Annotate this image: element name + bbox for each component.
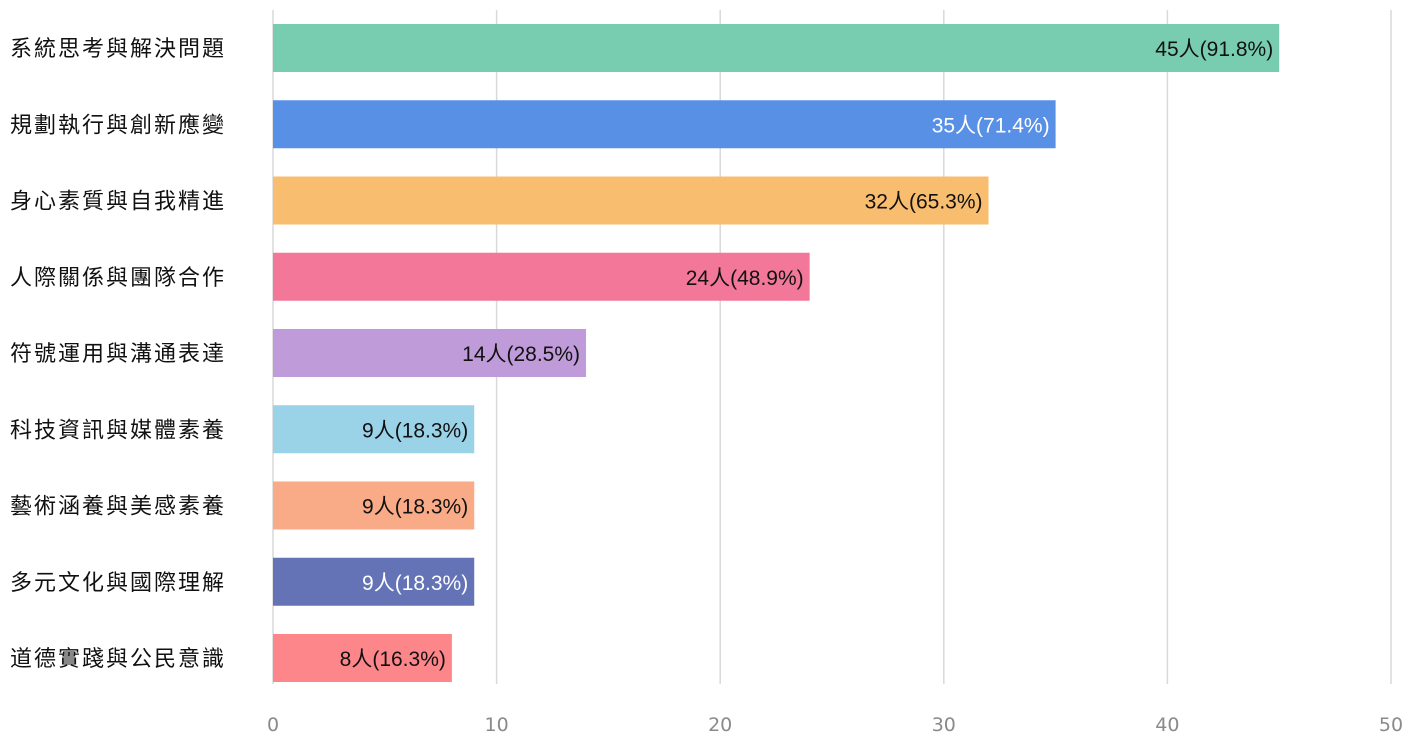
x-axis-ticks: 0 10 20 30 40 50 (267, 714, 1403, 736)
bar (273, 634, 452, 682)
bar (273, 100, 1056, 149)
x-tick-label: 40 (1155, 714, 1179, 736)
category-label: 系統思考與解決問題 (10, 37, 226, 62)
bars: 45人(91.8%) 35人(71.4%) 32人(65.3%) 24人(48.9%)… (273, 24, 1280, 682)
category-label: 多元文化與國際理解 (10, 571, 226, 596)
bar (273, 329, 587, 377)
category-label: 人際關係與團隊合作 (10, 266, 226, 291)
bar (273, 557, 475, 606)
x-tick-label: 50 (1379, 714, 1403, 736)
bar (273, 24, 1280, 72)
data-label: 32人(65.3%) (865, 191, 983, 214)
category-label: 規劃執行與創新應變 (10, 112, 226, 138)
category-label: 藝術涵養與美感素養 (10, 495, 226, 520)
data-label: 9人(18.3%) (362, 496, 468, 519)
data-label: 14人(28.5%) (462, 343, 580, 366)
bar (273, 481, 475, 530)
x-tick-label: 20 (708, 714, 732, 736)
data-label: 8人(16.3%) (340, 648, 446, 671)
category-label: 身心素質與自我精進 (10, 190, 226, 215)
category-label: 科技資訊與媒體素養 (10, 418, 226, 443)
data-label: 24人(48.9%) (686, 267, 804, 290)
data-label: 9人(18.3%) (362, 572, 468, 595)
data-label: 9人(18.3%) (362, 419, 468, 442)
data-label: 45人(91.8%) (1155, 38, 1273, 61)
bar (273, 176, 989, 225)
x-tick-label: 30 (932, 714, 956, 736)
x-tick-label: 10 (485, 714, 509, 736)
category-labels: 系統思考與解決問題規劃執行與創新應變身心素質與自我精進人際關係與團隊合作符號運用… (10, 37, 226, 672)
x-tick-label: 0 (267, 714, 279, 736)
category-label: 符號運用與溝通表達 (10, 342, 226, 367)
data-label: 35人(71.4%) (932, 114, 1050, 137)
category-label: 道德實踐與公民意識 (10, 647, 226, 672)
bar (273, 405, 475, 454)
bar (273, 252, 810, 301)
